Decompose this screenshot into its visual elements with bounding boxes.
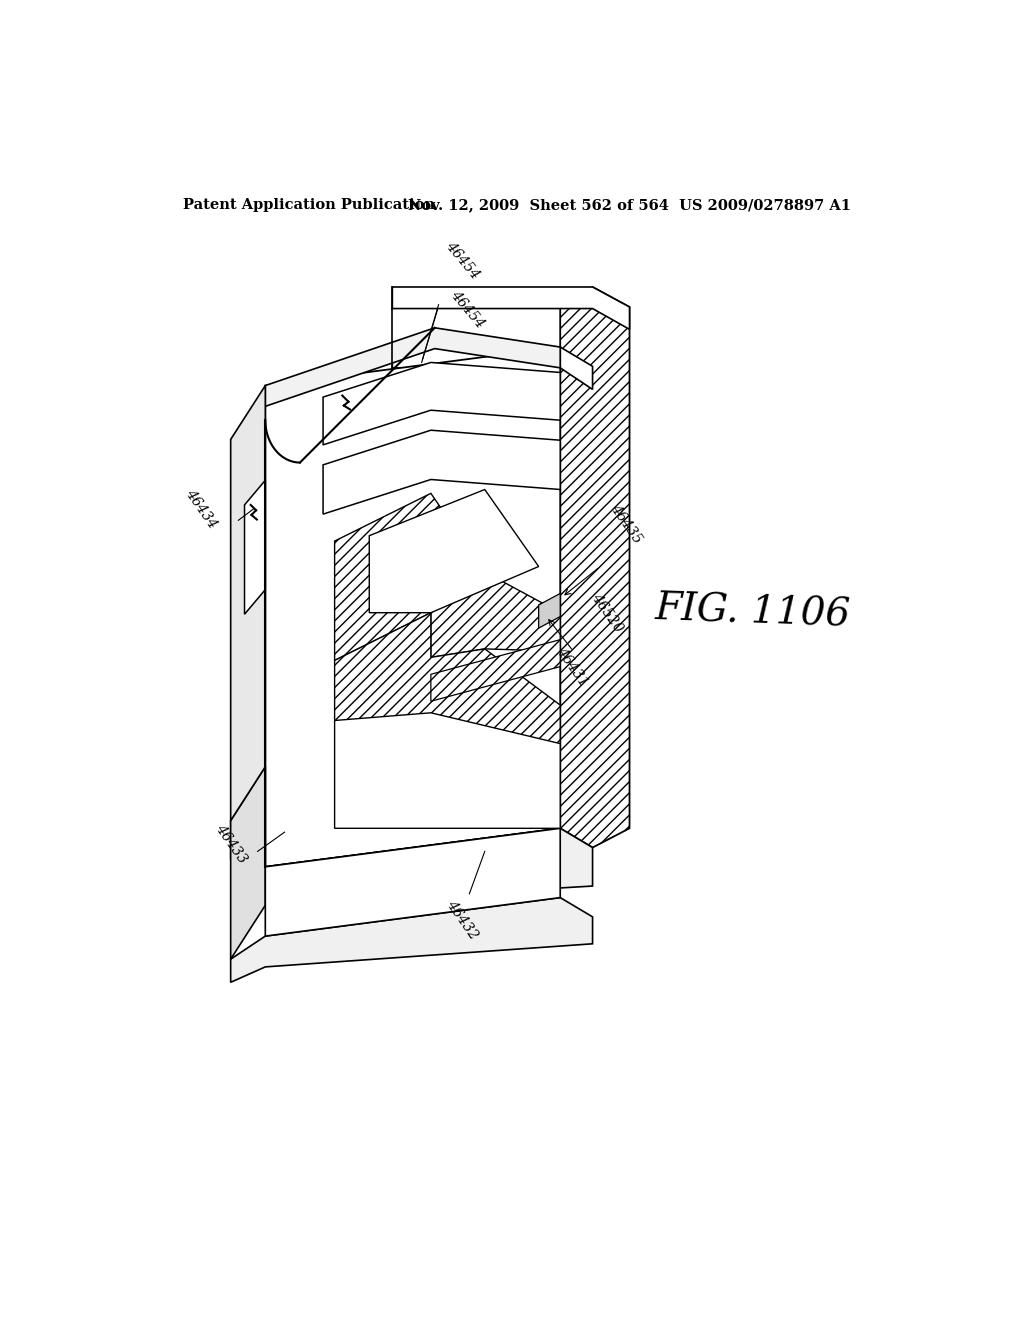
Polygon shape xyxy=(392,286,630,330)
Text: 46435: 46435 xyxy=(608,502,645,546)
Polygon shape xyxy=(230,385,265,821)
Polygon shape xyxy=(245,480,265,614)
Polygon shape xyxy=(539,594,560,628)
Polygon shape xyxy=(265,327,560,407)
Polygon shape xyxy=(230,767,593,906)
Polygon shape xyxy=(265,347,560,867)
Text: Patent Application Publication: Patent Application Publication xyxy=(183,198,435,213)
Polygon shape xyxy=(392,347,593,389)
Polygon shape xyxy=(560,286,630,847)
Polygon shape xyxy=(335,612,560,743)
Polygon shape xyxy=(370,490,539,612)
Polygon shape xyxy=(323,430,560,515)
Text: 46433: 46433 xyxy=(213,821,250,866)
Polygon shape xyxy=(265,829,560,936)
Polygon shape xyxy=(230,767,265,960)
Text: Nov. 12, 2009  Sheet 562 of 564  US 2009/0278897 A1: Nov. 12, 2009 Sheet 562 of 564 US 2009/0… xyxy=(408,198,851,213)
Text: 46434: 46434 xyxy=(182,487,219,531)
Text: FIG. 1106: FIG. 1106 xyxy=(654,591,851,635)
Polygon shape xyxy=(323,363,560,445)
Polygon shape xyxy=(431,572,560,657)
Text: 46454: 46454 xyxy=(447,288,487,331)
Text: 46454: 46454 xyxy=(442,239,481,281)
Text: 46432: 46432 xyxy=(443,898,480,942)
Text: 46520: 46520 xyxy=(589,590,626,635)
Polygon shape xyxy=(230,898,593,982)
Polygon shape xyxy=(335,494,484,660)
Polygon shape xyxy=(335,667,560,829)
Polygon shape xyxy=(431,640,560,701)
Text: 46431: 46431 xyxy=(554,644,591,689)
